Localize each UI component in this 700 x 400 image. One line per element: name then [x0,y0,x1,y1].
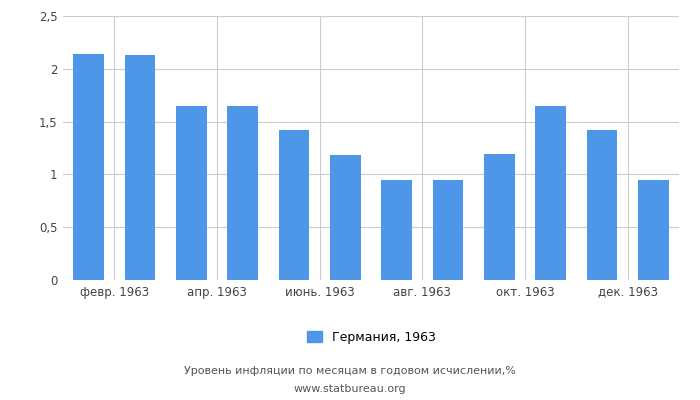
Bar [176,106,206,280]
Bar [536,106,566,280]
Bar [638,180,668,280]
Text: Уровень инфляции по месяцам в годовом исчислении,%: Уровень инфляции по месяцам в годовом ис… [184,366,516,376]
Bar [279,130,309,280]
Bar [433,180,463,280]
Bar [125,55,155,280]
Bar [228,106,258,280]
Bar [484,154,514,280]
Bar [382,180,412,280]
Bar [330,155,360,280]
Bar [74,54,104,280]
Legend: Германия, 1963: Германия, 1963 [302,326,440,349]
Text: www.statbureau.org: www.statbureau.org [294,384,406,394]
Bar [587,130,617,280]
